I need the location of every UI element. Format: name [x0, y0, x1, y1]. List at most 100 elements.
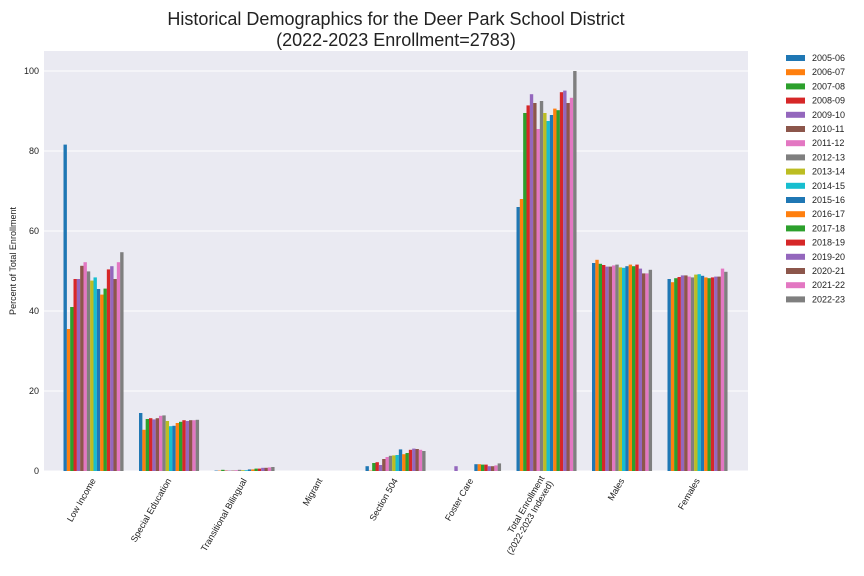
bar [415, 449, 419, 471]
x-tick-label: Migrant [301, 476, 325, 507]
bar [454, 466, 458, 471]
bar [595, 259, 599, 471]
legend-label: 2019-20 [812, 252, 845, 262]
bar [254, 468, 258, 471]
legend-swatch [786, 211, 805, 218]
x-tick-label: Low Income [65, 477, 98, 524]
bar [494, 465, 498, 471]
bar [412, 448, 416, 471]
bar [526, 105, 530, 472]
bar [251, 469, 255, 471]
bar [559, 92, 564, 471]
bar [556, 110, 560, 471]
bar [169, 426, 173, 471]
bar [422, 451, 426, 471]
bar [563, 90, 567, 471]
bar [628, 264, 633, 471]
bar [182, 420, 186, 471]
bar [162, 415, 166, 471]
bar [152, 419, 156, 471]
bar [477, 464, 482, 471]
legend-swatch [786, 55, 805, 61]
bar [100, 294, 104, 471]
bar [159, 415, 163, 471]
bar [405, 453, 409, 471]
bar [677, 277, 681, 471]
bar [648, 269, 653, 471]
legend-label: 2022-23 [812, 294, 845, 304]
legend-label: 2006-07 [812, 67, 845, 77]
bar [96, 289, 101, 471]
legend-label: 2010-11 [812, 124, 844, 134]
y-axis-label: Percent of Total Enrollment [8, 207, 18, 315]
bar [271, 467, 275, 471]
bar [192, 420, 196, 471]
x-tick-label-line: Transitional Bilingual [199, 477, 249, 554]
legend-label: 2020-21 [812, 266, 845, 276]
x-tick-labels: Low Income Special Education Transitional … [65, 474, 702, 557]
bar [645, 273, 649, 471]
x-tick-label: Females [676, 476, 702, 511]
bar [418, 449, 423, 471]
bar [717, 276, 721, 471]
bar [638, 268, 643, 471]
x-tick-label: Section 504 [367, 477, 399, 523]
bar [615, 264, 619, 471]
bar [720, 268, 725, 471]
bar [569, 97, 574, 472]
bar [533, 103, 537, 471]
legend-label: 2021-22 [812, 280, 845, 290]
bar [402, 454, 406, 471]
x-tick-label-line: Females [676, 476, 702, 511]
bar [66, 329, 71, 471]
bar [536, 129, 540, 471]
legend-label: 2012-13 [812, 152, 845, 162]
bar [608, 266, 613, 471]
legend-label: 2009-10 [812, 110, 845, 120]
bar [690, 277, 695, 471]
bar [642, 273, 646, 471]
bar [142, 429, 146, 471]
bar [244, 470, 248, 471]
bar [189, 420, 193, 471]
bar [398, 449, 403, 471]
bar [497, 463, 502, 471]
legend-label: 2014-15 [812, 181, 845, 191]
bar [257, 468, 262, 471]
legend-label: 2011-12 [812, 138, 844, 148]
legend-swatch [786, 182, 805, 189]
bar [714, 276, 718, 471]
chart-title: Historical Demographics for the Deer Par… [167, 9, 624, 29]
x-tick-label: Males [606, 476, 627, 502]
bar [612, 265, 616, 471]
bar [145, 419, 150, 471]
bar [487, 466, 492, 471]
bar [175, 423, 180, 471]
y-tick-label: 20 [29, 386, 39, 396]
bar [372, 463, 376, 471]
bar [392, 455, 396, 471]
bar [539, 101, 544, 471]
bar [234, 470, 238, 471]
bar [605, 266, 609, 471]
bar [710, 277, 715, 471]
bar [139, 413, 143, 471]
legend-label: 2015-16 [812, 195, 845, 205]
bar [724, 271, 728, 471]
bar [106, 269, 111, 471]
legend-swatch [786, 111, 805, 118]
bar [684, 275, 688, 471]
bar [70, 307, 74, 471]
bar [80, 265, 84, 471]
x-tick-label-line: Migrant [301, 476, 325, 507]
y-tick-labels: 0 20 40 60 80 100 [24, 66, 39, 476]
bar [566, 103, 570, 471]
legend-label: 2005-06 [812, 53, 845, 63]
bar [113, 279, 117, 471]
bar [694, 274, 698, 471]
bar [116, 262, 121, 471]
bar [86, 271, 91, 471]
bar [667, 279, 671, 471]
bar [172, 425, 176, 471]
